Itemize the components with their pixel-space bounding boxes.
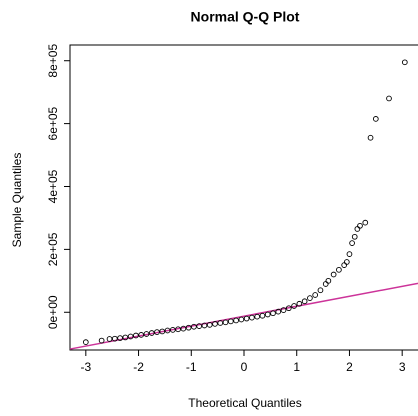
point <box>159 328 166 335</box>
point <box>341 262 348 268</box>
point <box>238 316 245 323</box>
point <box>117 335 123 341</box>
point <box>325 277 332 284</box>
point <box>212 321 218 327</box>
x-tick-label: -2 <box>133 360 144 374</box>
point <box>227 318 234 325</box>
point <box>185 324 192 331</box>
point <box>180 325 187 332</box>
point <box>322 281 329 287</box>
y-tick-label: 2e+05 <box>46 232 60 266</box>
point <box>296 300 303 307</box>
point <box>291 303 297 309</box>
point <box>275 308 282 315</box>
point <box>82 339 89 345</box>
x-tick-label: 1 <box>293 360 300 374</box>
point <box>127 333 134 340</box>
point <box>169 327 176 333</box>
point <box>98 337 105 344</box>
point <box>148 330 155 336</box>
point <box>111 335 118 342</box>
point <box>330 271 337 278</box>
point <box>285 305 292 312</box>
point <box>133 332 139 339</box>
point <box>354 226 361 232</box>
point <box>106 336 113 342</box>
point <box>362 219 369 226</box>
x-tick-label: 0 <box>241 360 248 374</box>
point <box>280 307 287 313</box>
plot-frame <box>69 44 418 351</box>
point <box>259 312 266 319</box>
y-tick-label: 8e+05 <box>46 44 60 78</box>
point <box>196 323 203 329</box>
point <box>349 240 355 246</box>
point <box>301 298 308 305</box>
point <box>164 327 171 334</box>
x-tick-label: 3 <box>399 360 406 374</box>
point <box>154 329 160 335</box>
point <box>233 317 239 324</box>
x-tick-label: -3 <box>80 360 91 374</box>
y-tick-label: 4e+05 <box>46 169 60 203</box>
point <box>386 95 392 102</box>
y-tick-label: 0e+00 <box>46 295 60 329</box>
point <box>270 310 276 317</box>
point <box>307 295 313 301</box>
y-tick-label: 6e+05 <box>46 106 60 140</box>
chart-title: Normal Q-Q Plot <box>191 9 300 25</box>
point <box>175 326 181 333</box>
point <box>217 320 224 326</box>
x-tick-label: 2 <box>346 360 353 374</box>
point <box>191 323 197 330</box>
point <box>401 59 408 66</box>
point <box>346 251 353 257</box>
point <box>201 322 208 329</box>
point <box>254 313 261 320</box>
point <box>138 332 145 338</box>
point <box>357 222 363 229</box>
point <box>122 334 129 341</box>
point <box>206 321 213 328</box>
point <box>249 314 255 321</box>
point <box>222 319 229 326</box>
point <box>343 259 350 265</box>
point <box>367 134 374 141</box>
y-axis-label: Sample Quantiles <box>10 153 24 248</box>
point <box>336 266 342 273</box>
point <box>312 292 319 298</box>
point <box>143 331 150 337</box>
point <box>317 287 324 294</box>
x-tick-label: -1 <box>186 360 197 374</box>
point <box>264 311 271 318</box>
x-axis-label: Theoretical Quantiles <box>188 396 301 410</box>
point <box>243 315 250 322</box>
point <box>372 116 379 122</box>
point <box>351 233 358 240</box>
